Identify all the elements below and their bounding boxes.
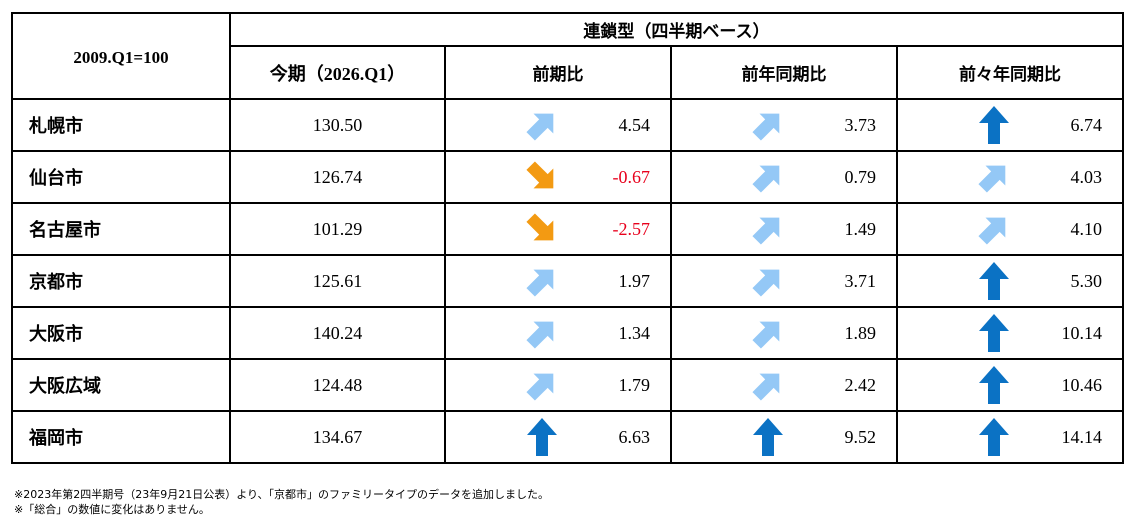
change-cell: 9.52 — [670, 410, 898, 464]
change-value: 3.71 — [844, 270, 877, 291]
up-arrow-icon — [522, 417, 562, 457]
city-label: 名古屋市 — [11, 202, 231, 256]
header-row-2: 今期（2026.Q1） 前期比 前年同期比 前々年同期比 — [12, 45, 1124, 100]
change-value: 1.97 — [618, 270, 651, 291]
change-cell: 4.54 — [444, 98, 672, 152]
change-value: 1.79 — [618, 374, 651, 395]
change-cell: 1.97 — [444, 254, 672, 308]
change-value: 4.10 — [1070, 218, 1103, 239]
table-row: 大阪広域 124.48 1.79 2.42 10.46 — [11, 358, 1124, 412]
up-right-arrow-icon — [748, 209, 788, 249]
up-arrow-icon — [974, 261, 1014, 301]
change-value: 1.49 — [844, 218, 877, 239]
up-right-arrow-icon — [522, 313, 562, 353]
down-right-arrow-icon — [522, 209, 562, 249]
up-right-arrow-icon — [522, 105, 562, 145]
change-cell: -2.57 — [444, 202, 672, 256]
change-cell: -0.67 — [444, 150, 672, 204]
up-arrow-icon — [974, 417, 1014, 457]
column-header-current: 今期（2026.Q1） — [229, 45, 446, 100]
change-cell: 6.63 — [444, 410, 672, 464]
header-row-1: 2009.Q1=100 連鎖型（四半期ベース） — [11, 12, 1124, 100]
current-index-value: 125.61 — [229, 254, 446, 308]
change-cell: 3.71 — [670, 254, 898, 308]
city-label: 京都市 — [11, 254, 231, 308]
city-label: 大阪広域 — [11, 358, 231, 412]
change-cell: 4.10 — [896, 202, 1124, 256]
up-right-arrow-icon — [522, 261, 562, 301]
change-cell: 6.74 — [896, 98, 1124, 152]
change-value: 14.14 — [1061, 426, 1103, 447]
index-table: 2009.Q1=100 連鎖型（四半期ベース） 今期（2026.Q1） 前期比 … — [11, 12, 1124, 464]
change-cell: 10.46 — [896, 358, 1124, 412]
change-cell: 3.73 — [670, 98, 898, 152]
current-index-value: 130.50 — [229, 98, 446, 152]
change-cell: 4.03 — [896, 150, 1124, 204]
city-label: 福岡市 — [11, 410, 231, 464]
change-value: 6.63 — [618, 426, 651, 447]
up-right-arrow-icon — [974, 209, 1014, 249]
change-value: 1.34 — [618, 322, 651, 343]
city-label: 仙台市 — [11, 150, 231, 204]
up-right-arrow-icon — [748, 157, 788, 197]
up-right-arrow-icon — [748, 313, 788, 353]
change-cell: 5.30 — [896, 254, 1124, 308]
change-value: 4.03 — [1070, 166, 1103, 187]
change-cell: 10.14 — [896, 306, 1124, 360]
table-row: 福岡市 134.67 6.63 9.52 14.14 — [11, 410, 1124, 464]
table-row: 札幌市 130.50 4.54 3.73 6.74 — [11, 98, 1124, 152]
up-right-arrow-icon — [748, 365, 788, 405]
current-index-value: 140.24 — [229, 306, 446, 360]
up-arrow-icon — [974, 313, 1014, 353]
up-arrow-icon — [974, 105, 1014, 145]
change-value: 3.73 — [844, 114, 877, 135]
table-row: 仙台市 126.74 -0.67 0.79 4.03 — [11, 150, 1124, 204]
footnote: ※「総合」の数値に変化はありません。 — [14, 503, 210, 516]
up-arrow-icon — [974, 365, 1014, 405]
change-value: 0.79 — [844, 166, 877, 187]
up-arrow-icon — [748, 417, 788, 457]
change-value: 4.54 — [618, 114, 651, 135]
city-label: 大阪市 — [11, 306, 231, 360]
city-label: 札幌市 — [11, 98, 231, 152]
column-header-yoy: 前年同期比 — [670, 45, 898, 100]
change-value: 9.52 — [844, 426, 877, 447]
change-cell: 1.34 — [444, 306, 672, 360]
change-value: 6.74 — [1070, 114, 1103, 135]
corner-label: 2009.Q1=100 — [11, 12, 231, 100]
change-cell: 1.89 — [670, 306, 898, 360]
change-cell: 1.79 — [444, 358, 672, 412]
up-right-arrow-icon — [748, 105, 788, 145]
group-header: 連鎖型（四半期ベース） — [229, 12, 1124, 47]
change-cell: 1.49 — [670, 202, 898, 256]
current-index-value: 124.48 — [229, 358, 446, 412]
change-value: 10.46 — [1061, 374, 1103, 395]
change-cell: 14.14 — [896, 410, 1124, 464]
column-header-qoq: 前期比 — [444, 45, 672, 100]
change-value: -0.67 — [612, 166, 651, 187]
change-value: -2.57 — [612, 218, 651, 239]
change-cell: 0.79 — [670, 150, 898, 204]
current-index-value: 134.67 — [229, 410, 446, 464]
footnotes: ※2023年第2四半期号（23年9月21日公表）より、「京都市」のファミリータイ… — [14, 487, 549, 517]
current-index-value: 101.29 — [229, 202, 446, 256]
table-row: 名古屋市 101.29 -2.57 1.49 4.10 — [11, 202, 1124, 256]
change-value: 2.42 — [844, 374, 877, 395]
footnote: ※2023年第2四半期号（23年9月21日公表）より、「京都市」のファミリータイ… — [14, 488, 550, 501]
change-value: 10.14 — [1061, 322, 1103, 343]
up-right-arrow-icon — [522, 365, 562, 405]
up-right-arrow-icon — [974, 157, 1014, 197]
change-value: 1.89 — [844, 322, 877, 343]
down-right-arrow-icon — [522, 157, 562, 197]
table-row: 大阪市 140.24 1.34 1.89 10.14 — [11, 306, 1124, 360]
current-index-value: 126.74 — [229, 150, 446, 204]
change-cell: 2.42 — [670, 358, 898, 412]
table-row: 京都市 125.61 1.97 3.71 5.30 — [11, 254, 1124, 308]
column-header-2yoy: 前々年同期比 — [896, 45, 1124, 100]
change-value: 5.30 — [1070, 270, 1103, 291]
up-right-arrow-icon — [748, 261, 788, 301]
